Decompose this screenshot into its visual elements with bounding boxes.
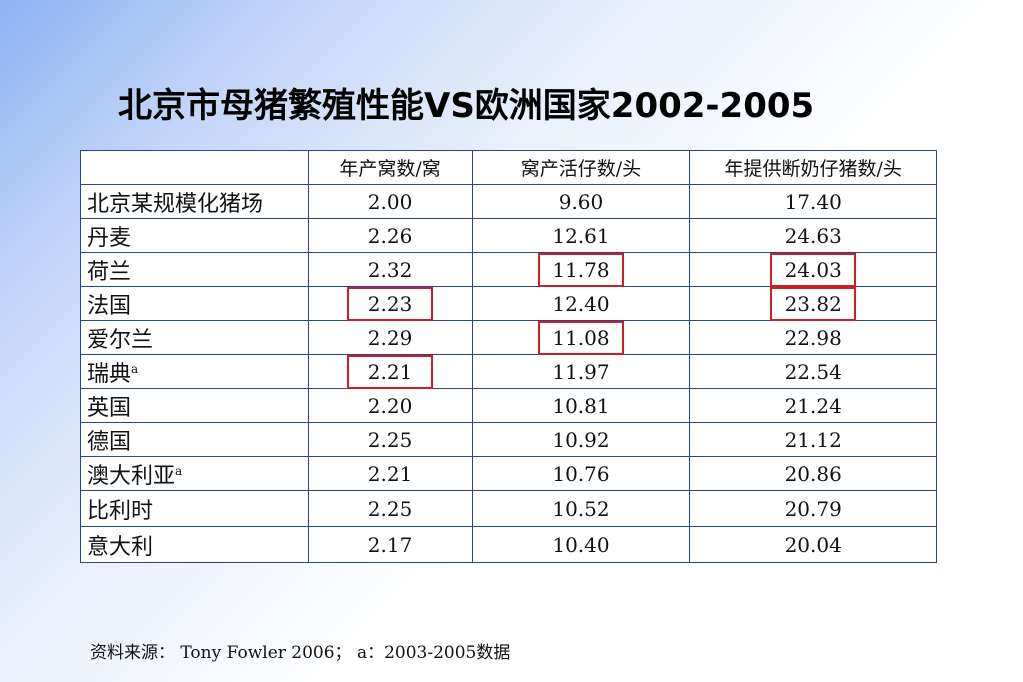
value-cell: 2.21 [307, 456, 473, 491]
value-cell: 2.32 [307, 252, 473, 287]
slide-title: 北京市母猪繁殖性能VS欧洲国家2002-2005 [118, 86, 815, 126]
country-name: 丹麦 [87, 225, 132, 251]
country-name: 意大利 [87, 534, 154, 560]
row-name-cell: 丹麦 [80, 218, 309, 253]
value-cell: 2.29 [307, 320, 473, 355]
value-cell: 2.00 [307, 184, 473, 219]
country-name: 澳大利亚 [87, 463, 176, 489]
row-name-cell: 北京某规模化猪场 [80, 184, 309, 219]
value-cell: 12.40 [471, 286, 691, 321]
value-cell: 20.79 [689, 490, 937, 527]
table-row: 德国 2.25 10.92 21.12 [80, 422, 937, 457]
row-name-cell: 英国 [80, 388, 309, 423]
highlight-box [347, 354, 434, 389]
country-name: 法国 [87, 293, 132, 319]
value-cell: 21.12 [689, 422, 937, 457]
table-row: 澳大利亚a 2.21 10.76 20.86 [80, 456, 937, 491]
footnote-marker: a [175, 463, 183, 478]
value-cell: 20.86 [689, 456, 937, 491]
row-name-cell: 法国 [80, 286, 309, 321]
table-row: 瑞典a 2.21 11.97 22.54 [80, 354, 937, 389]
country-name: 荷兰 [87, 259, 132, 285]
value-cell: 10.40 [471, 526, 691, 563]
highlight-box [770, 286, 857, 321]
header-cell: 年提供断奶仔猪数/头 [689, 150, 937, 185]
country-name: 爱尔兰 [87, 327, 154, 353]
row-name-cell: 比利时 [80, 490, 309, 527]
row-name-cell: 德国 [80, 422, 309, 457]
value-cell: 10.92 [471, 422, 691, 457]
value-cell: 10.52 [471, 490, 691, 527]
value-cell: 12.61 [471, 218, 691, 253]
value-cell: 2.17 [307, 526, 473, 563]
country-name: 英国 [87, 395, 132, 421]
value-cell: 9.60 [471, 184, 691, 219]
country-name: 比利时 [87, 498, 154, 524]
value-cell: 10.76 [471, 456, 691, 491]
highlight-box [347, 286, 434, 321]
row-name-cell: 荷兰 [80, 252, 309, 287]
table-row: 爱尔兰 2.29 11.08 22.98 [80, 320, 937, 355]
table-row: 比利时 2.25 10.52 20.79 [80, 490, 937, 527]
source-footnote: 资料来源： Tony Fowler 2006； a：2003-2005数据 [90, 643, 511, 663]
header-cell: 窝产活仔数/头 [471, 150, 691, 185]
table-row: 丹麦 2.26 12.61 24.63 [80, 218, 937, 253]
highlight-box [537, 252, 624, 287]
value-cell: 17.40 [689, 184, 937, 219]
value-cell: 21.24 [689, 388, 937, 423]
table-row: 英国 2.20 10.81 21.24 [80, 388, 937, 423]
value-cell: 2.20 [307, 388, 473, 423]
table-row: 意大利 2.17 10.40 20.04 [80, 526, 937, 563]
row-name-cell: 爱尔兰 [80, 320, 309, 355]
table-header-row: 年产窝数/窝 窝产活仔数/头 年提供断奶仔猪数/头 [80, 150, 937, 185]
value-cell: 11.78 [471, 252, 691, 287]
value-cell: 24.63 [689, 218, 937, 253]
footnote-marker: a [131, 361, 139, 376]
table-row: 北京某规模化猪场 2.00 9.60 17.40 [80, 184, 937, 219]
value-cell: 2.26 [307, 218, 473, 253]
header-cell: 年产窝数/窝 [307, 150, 473, 185]
value-cell: 20.04 [689, 526, 937, 563]
value-cell: 2.25 [307, 422, 473, 457]
row-name-cell: 瑞典a [80, 354, 309, 389]
value-cell: 10.81 [471, 388, 691, 423]
country-name: 德国 [87, 429, 132, 455]
value-cell: 2.21 [307, 354, 473, 389]
value-cell: 2.23 [307, 286, 473, 321]
country-name: 瑞典 [87, 361, 132, 387]
header-cell [80, 150, 309, 185]
country-name: 北京某规模化猪场 [87, 191, 264, 217]
value-cell: 22.54 [689, 354, 937, 389]
comparison-table: 年产窝数/窝 窝产活仔数/头 年提供断奶仔猪数/头 北京某规模化猪场 2.00 … [80, 150, 937, 563]
highlight-box [770, 252, 857, 287]
row-name-cell: 意大利 [80, 526, 309, 563]
value-cell: 2.25 [307, 490, 473, 527]
value-cell: 11.97 [471, 354, 691, 389]
value-cell: 22.98 [689, 320, 937, 355]
highlight-box [537, 320, 624, 355]
row-name-cell: 澳大利亚a [80, 456, 309, 491]
